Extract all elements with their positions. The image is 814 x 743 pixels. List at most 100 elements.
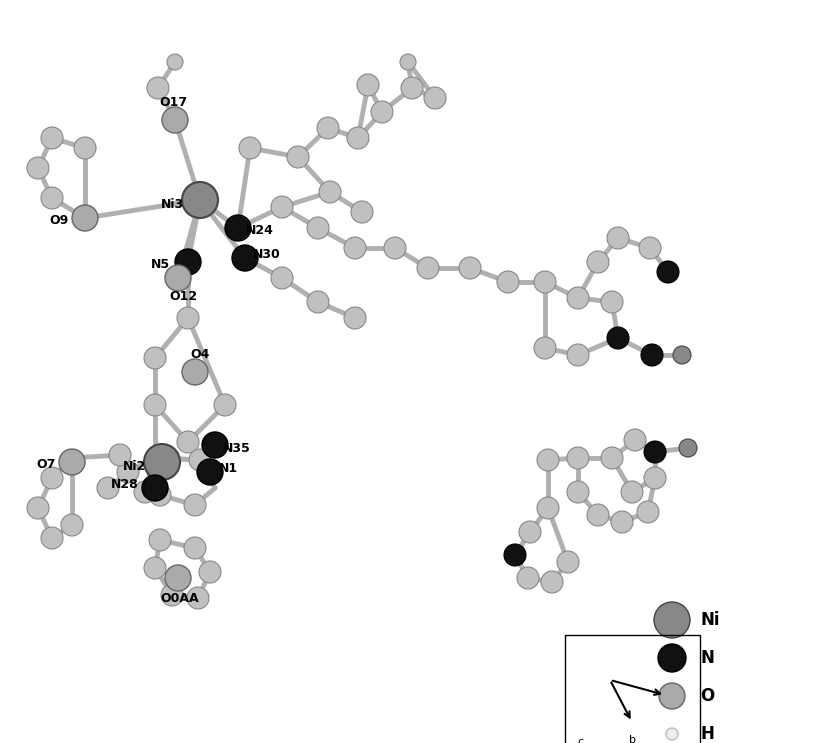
Circle shape <box>587 504 609 526</box>
Circle shape <box>567 481 589 503</box>
Circle shape <box>611 511 633 533</box>
Circle shape <box>644 441 666 463</box>
Circle shape <box>184 494 206 516</box>
Text: N30: N30 <box>253 248 281 262</box>
Circle shape <box>384 237 406 259</box>
Circle shape <box>641 344 663 366</box>
Text: N28: N28 <box>112 478 139 492</box>
Circle shape <box>666 728 678 740</box>
Circle shape <box>637 501 659 523</box>
Circle shape <box>144 557 166 579</box>
Circle shape <box>72 205 98 231</box>
Circle shape <box>184 537 206 559</box>
Circle shape <box>659 683 685 709</box>
Text: Ni3: Ni3 <box>160 198 184 212</box>
Text: Ni: Ni <box>700 611 720 629</box>
Circle shape <box>177 307 199 329</box>
Text: O7: O7 <box>37 458 55 472</box>
Circle shape <box>214 394 236 416</box>
Circle shape <box>317 117 339 139</box>
Circle shape <box>307 291 329 313</box>
Circle shape <box>679 439 697 457</box>
Circle shape <box>161 584 183 606</box>
Circle shape <box>225 215 251 241</box>
Text: N24: N24 <box>246 224 274 238</box>
Text: b: b <box>628 735 636 743</box>
Circle shape <box>400 54 416 70</box>
Circle shape <box>624 429 646 451</box>
Circle shape <box>587 251 609 273</box>
Circle shape <box>175 249 201 275</box>
Text: c: c <box>577 737 583 743</box>
Circle shape <box>621 481 643 503</box>
Text: N1: N1 <box>218 462 238 476</box>
Circle shape <box>534 271 556 293</box>
Circle shape <box>232 245 258 271</box>
Circle shape <box>59 449 85 475</box>
Text: O12: O12 <box>169 290 197 302</box>
Circle shape <box>61 514 83 536</box>
Circle shape <box>149 529 171 551</box>
Circle shape <box>142 475 168 501</box>
Circle shape <box>657 261 679 283</box>
Circle shape <box>117 461 139 483</box>
Circle shape <box>497 271 519 293</box>
Circle shape <box>27 497 49 519</box>
Circle shape <box>197 459 223 485</box>
Circle shape <box>41 527 63 549</box>
Circle shape <box>202 432 228 458</box>
Text: H: H <box>700 725 714 743</box>
Circle shape <box>151 447 173 469</box>
Circle shape <box>165 565 191 591</box>
Circle shape <box>271 196 293 218</box>
Circle shape <box>307 217 329 239</box>
Circle shape <box>607 227 629 249</box>
Circle shape <box>371 101 393 123</box>
Circle shape <box>189 449 211 471</box>
Circle shape <box>417 257 439 279</box>
Text: O: O <box>700 687 714 705</box>
Circle shape <box>239 137 261 159</box>
Circle shape <box>144 444 180 480</box>
Circle shape <box>517 567 539 589</box>
Circle shape <box>351 201 373 223</box>
Circle shape <box>187 587 209 609</box>
Circle shape <box>165 265 191 291</box>
Circle shape <box>557 551 579 573</box>
Circle shape <box>144 347 166 369</box>
Circle shape <box>424 87 446 109</box>
Circle shape <box>658 644 686 672</box>
Circle shape <box>109 444 131 466</box>
Circle shape <box>144 394 166 416</box>
Circle shape <box>459 257 481 279</box>
Text: a: a <box>672 690 679 700</box>
Circle shape <box>182 182 218 218</box>
Circle shape <box>644 467 666 489</box>
Circle shape <box>673 346 691 364</box>
Circle shape <box>537 497 559 519</box>
Text: O9: O9 <box>50 215 68 227</box>
Text: Ni2: Ni2 <box>122 461 146 473</box>
Circle shape <box>167 54 183 70</box>
Text: N: N <box>700 649 714 667</box>
Circle shape <box>537 449 559 471</box>
Circle shape <box>177 431 199 453</box>
Text: O0AA: O0AA <box>160 591 199 605</box>
Circle shape <box>41 127 63 149</box>
Circle shape <box>601 291 623 313</box>
Circle shape <box>504 544 526 566</box>
Circle shape <box>287 146 309 168</box>
Circle shape <box>147 461 169 483</box>
Circle shape <box>344 307 366 329</box>
Circle shape <box>541 571 563 593</box>
Circle shape <box>567 447 589 469</box>
Circle shape <box>41 467 63 489</box>
Circle shape <box>149 484 171 506</box>
Circle shape <box>534 337 556 359</box>
Circle shape <box>344 237 366 259</box>
Circle shape <box>271 267 293 289</box>
Circle shape <box>567 287 589 309</box>
Circle shape <box>347 127 369 149</box>
Text: O4: O4 <box>190 348 210 360</box>
Circle shape <box>639 237 661 259</box>
